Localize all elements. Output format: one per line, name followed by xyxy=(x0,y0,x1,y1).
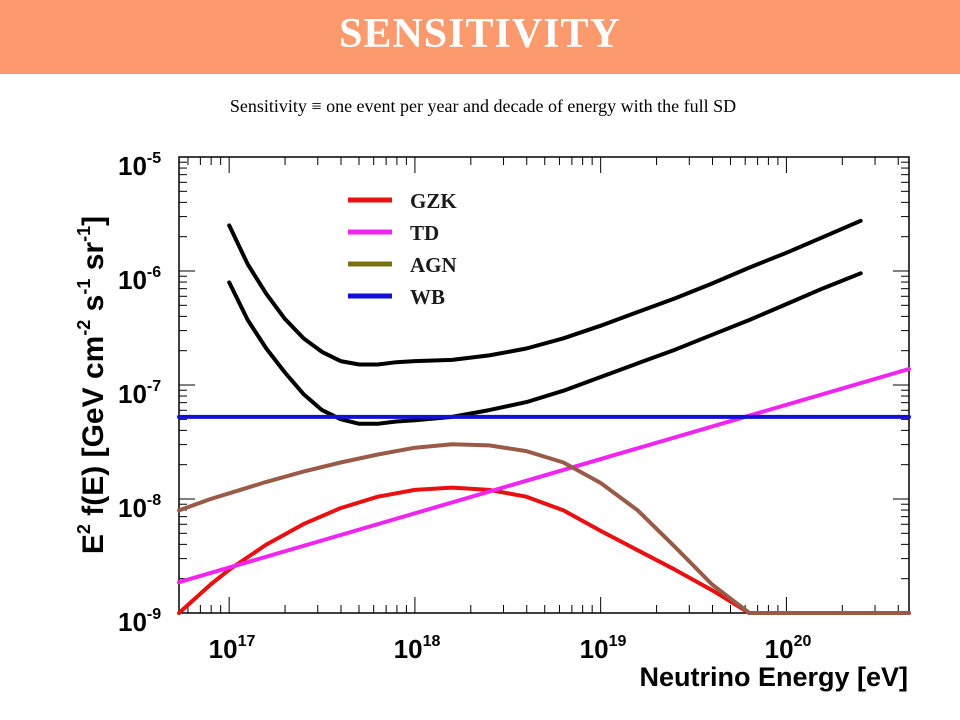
series-layer xyxy=(177,218,911,615)
x-tick-label: 1020 xyxy=(765,633,812,664)
legend: GZK TD AGN WB xyxy=(348,189,457,309)
legend-label-agn: AGN xyxy=(410,253,457,277)
plot-frame xyxy=(178,156,910,614)
legend-label-gzk: GZK xyxy=(410,189,457,213)
x-tick-labels: 1017 1018 1019 1020 xyxy=(209,633,812,664)
x-tick-label: 1017 xyxy=(209,633,256,664)
minor-ticks xyxy=(179,156,909,614)
series-line-sensitivity-upper xyxy=(227,218,863,367)
series-line-agn xyxy=(177,442,911,615)
x-axis-label: Neutrino Energy [eV] xyxy=(639,662,908,692)
x-tick-label: 1018 xyxy=(394,633,441,664)
y-tick-label: 10-5 xyxy=(118,150,161,181)
y-tick-labels: 10-9 10-8 10-7 10-6 10-5 xyxy=(118,150,161,637)
page-title: SENSITIVITY xyxy=(339,11,621,57)
y-tick-label: 10-8 xyxy=(118,492,161,523)
series-line-td xyxy=(177,367,911,585)
legend-label-td: TD xyxy=(410,221,439,245)
x-tick-label: 1019 xyxy=(580,633,627,664)
legend-label-wb: WB xyxy=(410,285,445,309)
y-tick-label: 10-6 xyxy=(118,264,161,295)
y-tick-label: 10-9 xyxy=(118,606,161,637)
title-banner: SENSITIVITY xyxy=(0,0,960,74)
page-subtitle: Sensitivity ≡ one event per year and dec… xyxy=(229,96,737,116)
y-axis-label: E2 f(E) [GeV cm-2 s-1 sr-1] xyxy=(74,216,110,554)
y-tick-label: 10-7 xyxy=(118,378,161,409)
